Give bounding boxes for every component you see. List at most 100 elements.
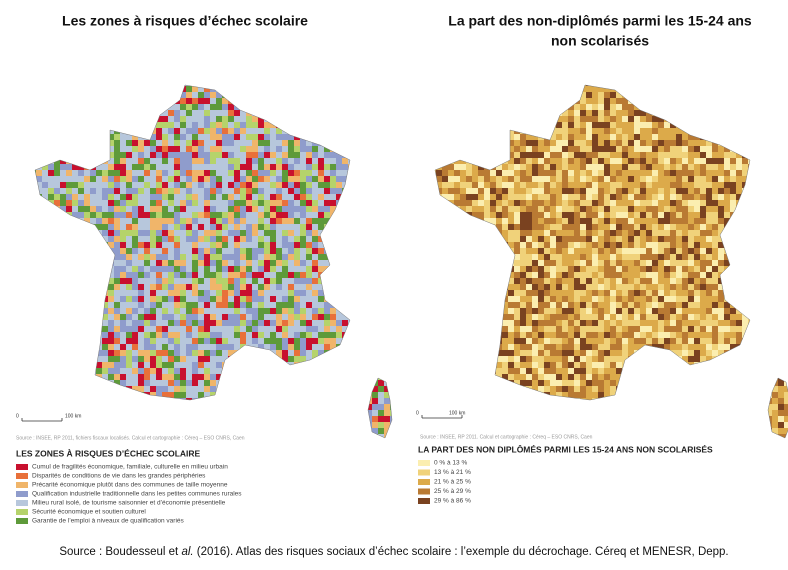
commune-cell	[35, 85, 37, 87]
commune-cell	[108, 98, 115, 105]
commune-cell	[390, 374, 392, 381]
commune-cell	[348, 110, 355, 117]
commune-cell	[276, 140, 283, 147]
commune-cell	[168, 152, 175, 159]
commune-cell	[736, 140, 743, 147]
commune-cell	[168, 368, 175, 375]
commune-cell	[300, 176, 307, 183]
commune-cell	[550, 140, 557, 147]
commune-cell	[186, 350, 193, 357]
commune-cell	[390, 350, 392, 357]
commune-cell	[378, 362, 385, 369]
commune-cell	[42, 182, 49, 189]
commune-cell	[96, 116, 103, 123]
commune-cell	[282, 380, 289, 387]
commune-cell	[216, 206, 223, 213]
commune-cell	[282, 86, 289, 93]
commune-cell	[222, 248, 229, 255]
commune-cell	[132, 410, 139, 417]
commune-cell	[496, 194, 503, 201]
commune-cell	[342, 314, 349, 321]
commune-cell	[138, 296, 145, 303]
commune-cell	[102, 146, 109, 153]
commune-cell	[252, 146, 259, 153]
commune-cell	[174, 260, 181, 267]
commune-cell	[372, 230, 379, 237]
commune-cell	[384, 350, 391, 357]
commune-cell	[372, 110, 379, 117]
commune-cell	[318, 104, 325, 111]
commune-cell	[318, 164, 325, 171]
commune-cell	[342, 248, 349, 255]
commune-cell	[78, 356, 85, 363]
commune-cell	[198, 86, 205, 93]
commune-cell	[48, 128, 55, 135]
commune-cell	[384, 326, 391, 333]
commune-cell	[96, 242, 103, 249]
commune-cell	[772, 110, 779, 117]
commune-cell	[288, 260, 295, 267]
commune-cell	[342, 200, 349, 207]
commune-cell	[246, 170, 253, 177]
commune-cell	[240, 326, 247, 333]
commune-cell	[772, 104, 779, 111]
commune-cell	[156, 182, 163, 189]
commune-cell	[712, 110, 719, 117]
commune-cell	[390, 272, 392, 279]
commune-cell	[138, 356, 145, 363]
commune-cell	[114, 206, 121, 213]
commune-cell	[390, 230, 392, 237]
commune-cell	[210, 290, 217, 297]
commune-cell	[330, 152, 337, 159]
commune-cell	[378, 380, 385, 387]
commune-cell	[712, 182, 719, 189]
commune-cell	[78, 278, 85, 285]
map-mosaic	[435, 85, 788, 438]
commune-cell	[682, 85, 689, 87]
commune-cell	[240, 104, 247, 111]
commune-cell	[372, 146, 379, 153]
commune-cell	[162, 230, 169, 237]
commune-cell	[120, 242, 127, 249]
commune-cell	[390, 200, 392, 207]
commune-cell	[174, 386, 181, 393]
commune-cell	[562, 134, 569, 141]
commune-cell	[126, 338, 133, 345]
commune-cell	[324, 362, 331, 369]
commune-cell	[66, 182, 73, 189]
commune-cell	[354, 128, 361, 135]
commune-cell	[222, 218, 229, 225]
commune-cell	[198, 146, 205, 153]
commune-cell	[288, 116, 295, 123]
commune-cell	[574, 146, 581, 153]
commune-cell	[150, 86, 157, 93]
commune-cell	[610, 176, 617, 183]
commune-cell	[240, 428, 247, 435]
commune-cell	[282, 170, 289, 177]
commune-cell	[198, 92, 205, 99]
commune-cell	[318, 386, 325, 393]
commune-cell	[246, 92, 253, 99]
commune-cell	[300, 410, 307, 417]
commune-cell	[288, 338, 295, 345]
commune-cell	[270, 212, 277, 219]
commune-cell	[204, 152, 211, 159]
commune-cell	[174, 296, 181, 303]
commune-cell	[300, 404, 307, 411]
commune-cell	[300, 326, 307, 333]
commune-cell	[442, 86, 449, 93]
commune-cell	[282, 134, 289, 141]
commune-cell	[192, 110, 199, 117]
commune-cell	[766, 128, 773, 135]
commune-cell	[754, 92, 761, 99]
commune-cell	[300, 170, 307, 177]
commune-cell	[66, 338, 73, 345]
commune-cell	[270, 284, 277, 291]
commune-cell	[580, 86, 587, 93]
commune-cell	[544, 188, 551, 195]
commune-cell	[108, 200, 115, 207]
commune-cell	[682, 164, 689, 171]
commune-cell	[694, 128, 701, 135]
commune-cell	[192, 170, 199, 177]
commune-cell	[378, 404, 385, 411]
